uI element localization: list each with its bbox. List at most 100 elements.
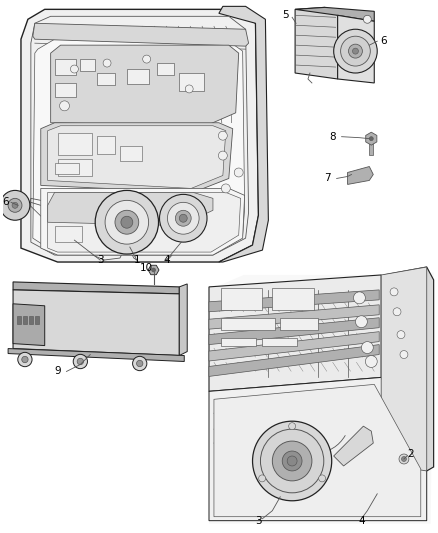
Bar [55,59,76,75]
Text: 6: 6 [380,36,386,46]
Text: 7: 7 [325,173,331,183]
Polygon shape [31,17,249,255]
Polygon shape [13,304,45,345]
Bar [280,318,318,330]
Bar [97,73,115,85]
Circle shape [334,29,377,73]
Polygon shape [209,272,434,523]
Bar [156,63,174,75]
Text: 4: 4 [163,255,170,265]
Text: 6: 6 [2,197,8,207]
Text: 1: 1 [134,255,140,265]
Polygon shape [384,267,434,471]
Circle shape [282,451,302,471]
Bar [23,316,27,324]
Circle shape [18,352,32,367]
Text: 8: 8 [329,132,336,142]
Circle shape [402,456,406,462]
Circle shape [167,203,199,234]
Circle shape [356,316,367,328]
Bar [179,73,204,91]
Text: 3: 3 [255,515,262,526]
Polygon shape [295,7,338,79]
Circle shape [0,190,30,220]
Circle shape [105,200,148,244]
Polygon shape [21,10,258,262]
Circle shape [390,288,398,296]
Circle shape [365,356,377,367]
Bar [221,318,276,330]
Polygon shape [13,282,179,294]
Circle shape [121,216,133,228]
Text: 3: 3 [97,255,103,265]
Circle shape [319,475,325,482]
Polygon shape [347,166,373,184]
Circle shape [341,36,370,66]
Circle shape [393,308,401,316]
Circle shape [133,357,147,370]
Polygon shape [209,377,427,521]
Text: 9: 9 [54,367,61,376]
Polygon shape [13,290,179,356]
Circle shape [95,190,159,254]
Bar [262,337,297,345]
Circle shape [12,203,18,208]
Circle shape [152,268,155,272]
Circle shape [353,292,365,304]
Circle shape [103,59,111,67]
Circle shape [73,354,88,369]
Circle shape [234,168,243,177]
Circle shape [179,214,187,222]
Circle shape [175,211,191,226]
Circle shape [400,351,408,359]
Bar [57,133,92,155]
Circle shape [159,195,207,242]
Circle shape [353,48,358,54]
Polygon shape [366,132,377,145]
Polygon shape [209,332,379,361]
Circle shape [397,330,405,338]
Circle shape [272,441,312,481]
Circle shape [261,429,324,493]
Polygon shape [48,192,240,252]
Text: 2: 2 [408,449,414,459]
Bar [97,136,115,154]
Bar [272,288,314,310]
Circle shape [369,136,373,141]
Circle shape [8,198,22,212]
Polygon shape [219,6,268,262]
Bar [55,83,76,97]
Circle shape [22,357,28,362]
Bar [369,143,373,155]
Text: 4: 4 [358,515,365,526]
Circle shape [361,342,373,353]
Circle shape [399,454,409,464]
Bar [221,288,262,310]
Text: 10: 10 [140,263,153,273]
Bar [120,146,142,160]
Circle shape [219,131,227,140]
Polygon shape [209,275,381,391]
Circle shape [253,421,332,501]
Bar [80,59,95,71]
Polygon shape [51,45,239,126]
Bar [55,163,79,174]
Polygon shape [41,123,233,192]
Polygon shape [33,23,249,46]
Circle shape [289,423,296,430]
Bar [57,158,92,176]
Polygon shape [334,426,373,466]
Circle shape [60,101,70,111]
Polygon shape [209,345,379,376]
Circle shape [259,475,265,482]
Polygon shape [8,349,184,361]
Polygon shape [381,267,427,471]
Polygon shape [48,192,213,225]
Circle shape [364,15,371,23]
Circle shape [77,358,84,365]
Circle shape [219,151,227,160]
Circle shape [349,44,362,58]
Polygon shape [48,126,226,188]
Polygon shape [295,7,374,21]
Polygon shape [209,318,379,345]
